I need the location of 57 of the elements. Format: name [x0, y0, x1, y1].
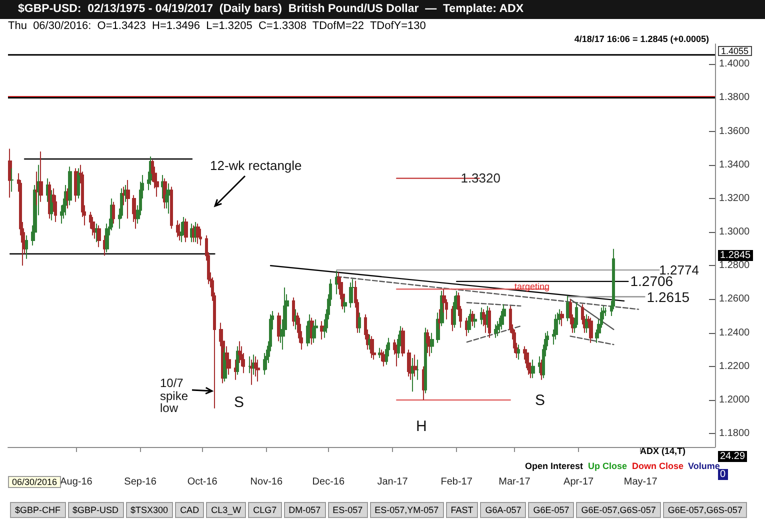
y-tick-label: 1.3400 — [719, 159, 750, 170]
text: CLG7 — [248, 502, 282, 518]
x-tick-label: Jan-17 — [377, 476, 408, 488]
annotation: 12-wk rectangle — [210, 158, 302, 173]
annotation: ADX (14,T) — [640, 446, 686, 456]
text: ES-057,YM-057 — [370, 502, 444, 518]
y-tick-label: 1.2200 — [719, 360, 750, 372]
x-tick-label: Oct-16 — [187, 476, 218, 488]
annotation: 1.2615 — [646, 288, 690, 305]
text: CAD — [175, 502, 204, 518]
text: G6E-057,G6S-057 — [576, 502, 661, 518]
text: ES-057 — [328, 502, 368, 518]
x-tick-label: Aug-16 — [60, 476, 93, 488]
text: $GBP-CHF — [10, 502, 66, 518]
x-tick-label: Sep-16 — [124, 476, 157, 488]
text: Open Interest — [525, 461, 584, 471]
ref-line-label: 1.4055 — [718, 46, 752, 56]
text: Volume — [688, 461, 720, 471]
y-tick-label: 1.3000 — [719, 226, 750, 238]
text: FAST — [446, 502, 478, 518]
text: $TSX300 — [126, 502, 174, 518]
text: 0 — [718, 469, 728, 480]
annotation: 10/7 spike low — [160, 376, 188, 416]
annotation: 1.3320 — [460, 170, 500, 186]
y-tick-label: 1.2000 — [719, 394, 750, 406]
y-tick-label: 1.1800 — [719, 428, 750, 440]
chart-subtitle: Thu 06/30/2016: O=1.3423 H=1.3496 L=1.3205 C=1.3308 TDofM=22 TDofY=130 — [8, 20, 426, 32]
y-tick-label: 1.2600 — [719, 294, 750, 305]
x-tick-label: Mar-17 — [498, 476, 531, 488]
y-tick-label: 1.2800 — [719, 260, 750, 272]
x-tick-label: Nov-16 — [250, 476, 283, 488]
text: G6A-057 — [480, 502, 526, 518]
text: CL3_W — [206, 502, 246, 518]
x-tick-label: Feb-17 — [440, 476, 473, 488]
text: Up Close — [588, 461, 628, 471]
x-tick-label: May-17 — [624, 476, 658, 488]
text: 06/30/2016 — [8, 476, 62, 488]
y-tick-label: 1.3200 — [719, 192, 750, 204]
text: 24.29 — [718, 451, 748, 462]
text: G6E-057,G6S-057 — [662, 502, 748, 518]
chart-title: $GBP-USD: 02/13/1975 - 04/19/2017 (Daily bars) British Pound/US Dollar — Template: ADX — [0, 0, 765, 19]
annotation: 1.2706 — [630, 273, 674, 290]
y-tick-label: 1.4000 — [719, 58, 750, 70]
text: 1.2845 — [718, 250, 753, 261]
text: $GBP-USD — [68, 502, 124, 518]
text: Down Close — [632, 461, 684, 471]
y-tick-label: 1.3800 — [719, 92, 750, 104]
annotation: S — [535, 392, 546, 409]
annotation: H — [416, 418, 427, 435]
x-tick-label: Apr-17 — [564, 476, 594, 488]
text: DM-057 — [284, 502, 326, 518]
annotation: S — [234, 394, 244, 411]
text: G6E-057 — [528, 502, 574, 518]
x-tick-label: Dec-16 — [312, 476, 345, 488]
y-tick-label: 1.3600 — [719, 126, 750, 137]
y-tick-label: 1.2400 — [719, 327, 750, 338]
annotation: 4/18/17 16:06 = 1.2845 (+0.0005) — [574, 34, 709, 44]
